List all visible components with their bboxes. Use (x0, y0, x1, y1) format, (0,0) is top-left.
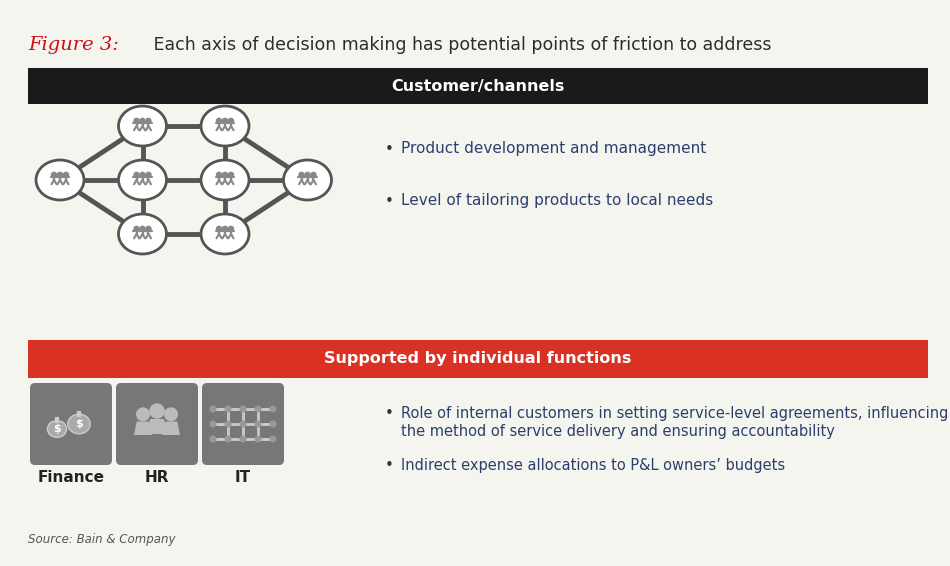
Circle shape (305, 173, 310, 178)
Circle shape (255, 405, 261, 413)
Circle shape (228, 173, 234, 178)
Circle shape (255, 435, 261, 443)
Circle shape (222, 118, 228, 123)
Text: •: • (385, 406, 394, 421)
Circle shape (222, 173, 228, 178)
Circle shape (224, 421, 232, 427)
Text: Each axis of decision making has potential points of friction to address: Each axis of decision making has potenti… (148, 36, 771, 54)
Circle shape (270, 405, 276, 413)
Ellipse shape (283, 160, 332, 200)
Circle shape (239, 405, 246, 413)
Text: Supported by individual functions: Supported by individual functions (324, 351, 632, 367)
FancyBboxPatch shape (202, 383, 284, 465)
Text: $: $ (53, 424, 61, 434)
Polygon shape (147, 419, 167, 434)
Text: •: • (385, 142, 394, 157)
Polygon shape (162, 422, 180, 435)
Text: Finance: Finance (37, 470, 104, 486)
Ellipse shape (201, 106, 249, 146)
Text: IT: IT (235, 470, 251, 486)
Circle shape (217, 118, 221, 123)
Ellipse shape (201, 160, 249, 200)
Text: Figure 3:: Figure 3: (28, 36, 119, 54)
Ellipse shape (67, 414, 90, 434)
Circle shape (140, 173, 145, 178)
Circle shape (137, 408, 149, 421)
Ellipse shape (201, 214, 249, 254)
Circle shape (146, 226, 151, 231)
Circle shape (217, 173, 221, 178)
Ellipse shape (119, 214, 166, 254)
Circle shape (299, 173, 304, 178)
Circle shape (210, 435, 217, 443)
Circle shape (150, 404, 164, 418)
Text: Indirect expense allocations to P&L owners’ budgets: Indirect expense allocations to P&L owne… (401, 458, 785, 473)
Text: $: $ (75, 419, 83, 429)
Circle shape (228, 118, 234, 123)
Circle shape (140, 226, 145, 231)
FancyBboxPatch shape (28, 340, 928, 378)
Circle shape (134, 118, 139, 123)
Circle shape (146, 118, 151, 123)
Text: the method of service delivery and ensuring accountability: the method of service delivery and ensur… (401, 424, 835, 439)
Circle shape (270, 421, 276, 427)
Text: Customer/channels: Customer/channels (391, 79, 564, 93)
FancyBboxPatch shape (116, 383, 198, 465)
Circle shape (224, 435, 232, 443)
Text: Source: Bain & Company: Source: Bain & Company (28, 534, 176, 547)
Circle shape (224, 405, 232, 413)
Circle shape (270, 435, 276, 443)
Ellipse shape (119, 160, 166, 200)
Circle shape (311, 173, 316, 178)
Text: Role of internal customers in setting service-level agreements, influencing: Role of internal customers in setting se… (401, 406, 948, 421)
FancyBboxPatch shape (30, 383, 112, 465)
Circle shape (140, 118, 145, 123)
FancyBboxPatch shape (28, 68, 928, 104)
Ellipse shape (36, 160, 84, 200)
Circle shape (228, 226, 234, 231)
Circle shape (239, 435, 246, 443)
Circle shape (217, 226, 221, 231)
Circle shape (164, 408, 178, 421)
Circle shape (134, 226, 139, 231)
Circle shape (255, 421, 261, 427)
Circle shape (64, 173, 68, 178)
Text: HR: HR (144, 470, 169, 486)
Circle shape (222, 226, 228, 231)
Text: •: • (385, 458, 394, 473)
Circle shape (239, 421, 246, 427)
Circle shape (210, 405, 217, 413)
Text: •: • (385, 194, 394, 208)
Circle shape (146, 173, 151, 178)
Circle shape (134, 173, 139, 178)
Polygon shape (134, 422, 152, 435)
Circle shape (51, 173, 57, 178)
Ellipse shape (119, 106, 166, 146)
Text: Product development and management: Product development and management (401, 142, 706, 157)
Circle shape (210, 421, 217, 427)
Circle shape (57, 173, 63, 178)
Text: Level of tailoring products to local needs: Level of tailoring products to local nee… (401, 194, 713, 208)
Ellipse shape (48, 421, 66, 438)
